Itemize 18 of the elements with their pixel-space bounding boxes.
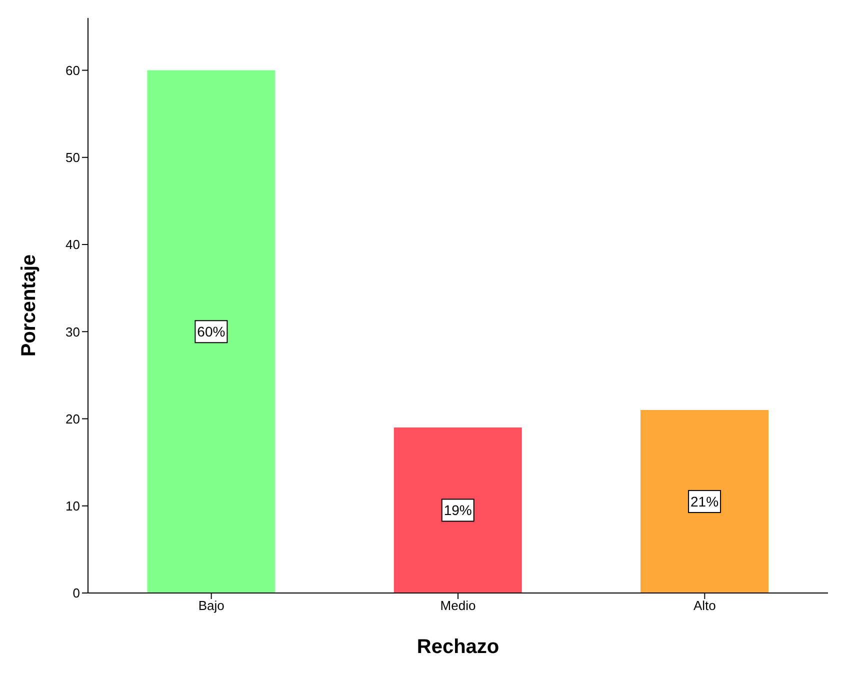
data-label: 19% xyxy=(444,502,472,518)
y-axis-title: Porcentaje xyxy=(18,254,40,357)
y-tick-label: 50 xyxy=(66,150,80,166)
bar xyxy=(640,410,769,593)
y-tick-label: 60 xyxy=(66,62,80,78)
y-tick-label: 0 xyxy=(72,586,80,601)
x-tick-label: Medio xyxy=(440,598,476,614)
x-axis-title: Rechazo xyxy=(416,636,500,658)
y-tick-label: 20 xyxy=(66,411,80,426)
x-tick-label: Alto xyxy=(693,598,716,614)
y-tick-label: 30 xyxy=(66,324,80,340)
y-tick-label: 10 xyxy=(66,498,80,514)
data-label: 21% xyxy=(690,494,719,510)
bar xyxy=(147,70,276,593)
bar xyxy=(394,427,522,593)
x-tick-label: Bajo xyxy=(198,598,224,614)
y-tick-label: 40 xyxy=(66,237,80,252)
data-label: 60% xyxy=(197,324,226,340)
